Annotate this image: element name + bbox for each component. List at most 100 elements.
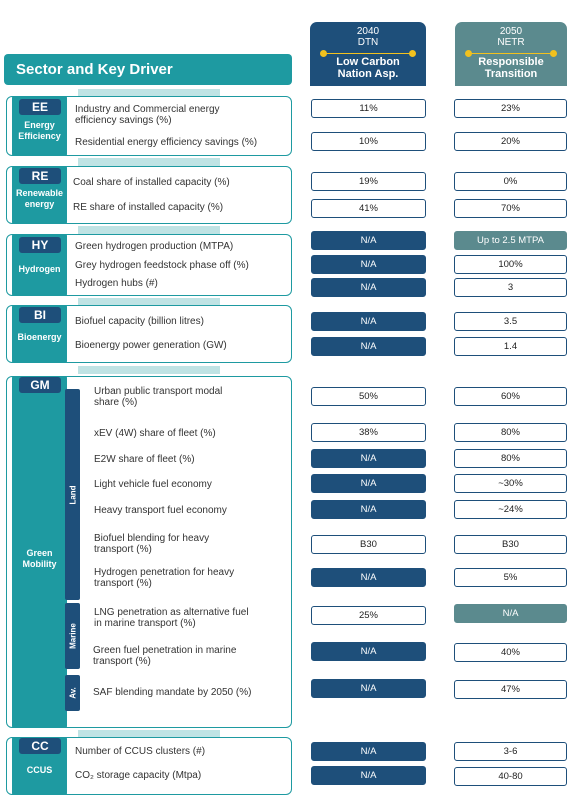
value-cell-2050: 1.4	[454, 337, 567, 356]
row-label: SAF blending mandate by 2050 (%)	[93, 687, 252, 698]
row-label: CO₂ storage capacity (Mtpa)	[75, 770, 202, 781]
value-cell-2050: 70%	[454, 199, 567, 218]
value-cell-2040: 38%	[311, 423, 426, 442]
value-cell-2050: 40%	[454, 643, 567, 662]
row-label-line1: Green fuel penetration in marine	[93, 645, 237, 656]
subgroup-tab-marine: Marine	[65, 603, 80, 669]
row-label: Green fuel penetration in marine transpo…	[93, 645, 236, 667]
value-cell-2040: B30	[311, 535, 426, 554]
section-name-line2: Efficiency	[18, 131, 61, 141]
row-label-line1: Biofuel blending for heavy	[94, 533, 210, 544]
section-strip	[12, 376, 67, 728]
section-energy-efficiency	[6, 96, 292, 156]
value-cell-2040: N/A	[311, 231, 426, 250]
column-name-line1: Low Carbon	[336, 56, 400, 68]
row-label-line2: efficiency savings (%)	[75, 115, 172, 126]
timeline-dot-icon	[550, 50, 557, 57]
column-scenario: DTN	[357, 37, 379, 48]
section-hydrogen	[6, 234, 292, 296]
subgroup-label: Av.	[68, 687, 77, 699]
row-label-line2: share (%)	[94, 397, 138, 408]
row-label: LNG penetration as alternative fuel in m…	[94, 607, 249, 629]
value-cell-2050: 40-80	[454, 767, 567, 786]
value-cell-2040: N/A	[311, 337, 426, 356]
value-cell-2040: N/A	[311, 255, 426, 274]
section-badge-re: RE	[19, 168, 61, 184]
row-label: Urban public transport modal share (%)	[94, 386, 222, 408]
divider	[78, 366, 220, 374]
value-cell-2050: Up to 2.5 MTPA	[454, 231, 567, 250]
value-cell-2050: 3.5	[454, 312, 567, 331]
row-label: Residential energy efficiency savings (%…	[75, 137, 258, 148]
section-name-line1: Renewable	[15, 188, 64, 198]
row-label: Green hydrogen production (MTPA)	[75, 241, 234, 252]
value-cell-2040: 10%	[311, 132, 426, 151]
section-name-line2: Mobility	[22, 559, 57, 569]
value-cell-2040: N/A	[311, 679, 426, 698]
value-cell-2050: 20%	[454, 132, 567, 151]
section-badge-bi: BI	[19, 307, 61, 323]
value-cell-2050: B30	[454, 535, 567, 554]
page-title: Sector and Key Driver	[4, 54, 292, 85]
value-cell-2040: 19%	[311, 172, 426, 191]
value-cell-2040: N/A	[311, 742, 426, 761]
timeline-dot-icon	[465, 50, 472, 57]
value-cell-2040: N/A	[311, 642, 426, 661]
column-scenario: NETR	[497, 37, 525, 48]
value-cell-2050: 3-6	[454, 742, 567, 761]
timeline-line	[467, 53, 555, 54]
value-cell-2040: N/A	[311, 568, 426, 587]
divider	[78, 158, 220, 166]
divider	[78, 298, 220, 306]
value-cell-2040: N/A	[311, 500, 426, 519]
value-cell-2050: 80%	[454, 423, 567, 442]
value-cell-2040: N/A	[311, 278, 426, 297]
section-name-line1: Energy	[24, 120, 55, 130]
section-green-mobility	[6, 376, 292, 728]
value-cell-2040: 50%	[311, 387, 426, 406]
section-badge-hy: HY	[19, 237, 61, 253]
section-name: Hydrogen	[18, 264, 61, 274]
column-name-line2: Transition	[484, 68, 538, 80]
section-badge-ee: EE	[19, 99, 61, 115]
row-label: Industry and Commercial energy efficienc…	[75, 104, 220, 126]
row-label: Number of CCUS clusters (#)	[75, 746, 206, 757]
value-cell-2050: 3	[454, 278, 567, 297]
row-label: Bioenergy power generation (GW)	[75, 340, 227, 351]
row-label-line2: in marine transport (%)	[94, 618, 196, 629]
section-badge-gm: GM	[19, 377, 61, 393]
section-bioenergy	[6, 305, 292, 363]
section-name: Renewable energy	[12, 188, 67, 210]
subgroup-label: Marine	[68, 623, 77, 649]
divider	[78, 89, 220, 97]
value-cell-2050: N/A	[454, 604, 567, 623]
row-label: Coal share of installed capacity (%)	[73, 177, 230, 188]
row-label-line1: Industry and Commercial energy	[75, 104, 220, 115]
row-label: Light vehicle fuel economy	[94, 479, 212, 490]
timeline-dot-icon	[320, 50, 327, 57]
section-name: Energy Efficiency	[12, 120, 67, 142]
section-name-line1: Green	[26, 548, 53, 558]
value-cell-2040: 11%	[311, 99, 426, 118]
value-cell-2050: 23%	[454, 99, 567, 118]
value-cell-2040: 25%	[311, 606, 426, 625]
row-label: E2W share of fleet (%)	[94, 454, 195, 465]
column-header-2050-netr: 2050 NETR Responsible Transition	[455, 22, 567, 86]
column-name-line2: Nation Asp.	[337, 68, 399, 80]
column-year: 2050	[499, 26, 523, 37]
divider	[78, 730, 220, 738]
value-cell-2050: 60%	[454, 387, 567, 406]
row-label-line1: Urban public transport modal	[94, 386, 223, 397]
column-name-line1: Responsible	[478, 56, 544, 68]
value-cell-2050: 80%	[454, 449, 567, 468]
section-name: Green Mobility	[12, 548, 67, 570]
section-name: Bioenergy	[17, 332, 62, 342]
row-label: Hydrogen hubs (#)	[75, 278, 158, 289]
row-label: RE share of installed capacity (%)	[73, 202, 224, 213]
row-label-line2: transport (%)	[93, 656, 151, 667]
row-label: Heavy transport fuel economy	[94, 505, 227, 516]
value-cell-2050: 100%	[454, 255, 567, 274]
value-cell-2040: N/A	[311, 449, 426, 468]
row-label: Biofuel capacity (billion litres)	[75, 316, 204, 327]
value-cell-2050: 0%	[454, 172, 567, 191]
